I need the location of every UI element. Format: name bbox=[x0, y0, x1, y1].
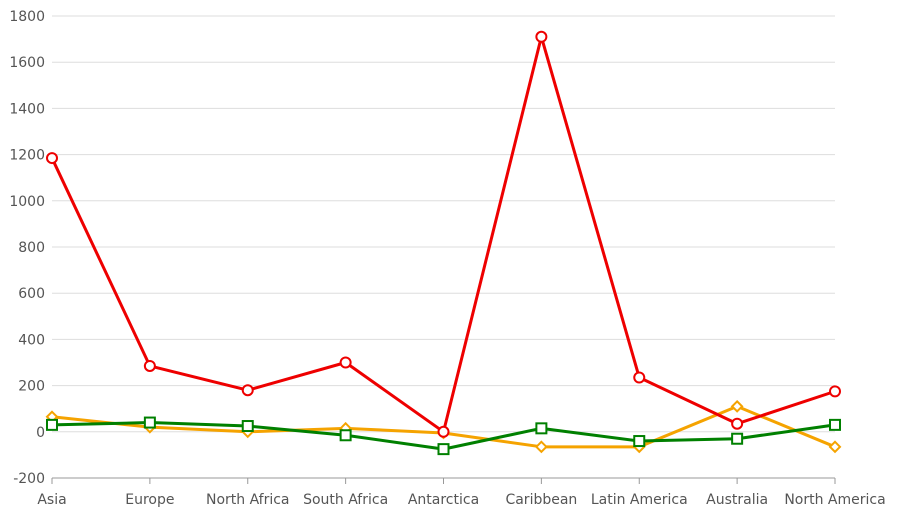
data-point-circle[interactable] bbox=[143, 359, 156, 372]
y-tick-label: 600 bbox=[18, 286, 45, 302]
y-tick-label: 1800 bbox=[9, 9, 45, 25]
data-point-diamond[interactable] bbox=[534, 440, 548, 454]
series-line-circle bbox=[50, 35, 837, 434]
data-point-square[interactable] bbox=[437, 443, 450, 456]
series-markers bbox=[45, 30, 842, 456]
y-tick-label: -200 bbox=[13, 471, 45, 487]
y-tick-label: 1400 bbox=[9, 101, 45, 117]
y-tick-label: 400 bbox=[18, 332, 45, 348]
data-point-circle[interactable] bbox=[339, 356, 352, 369]
x-tick-label: Antarctica bbox=[408, 492, 479, 508]
data-point-circle[interactable] bbox=[633, 371, 646, 384]
x-tick-label: North America bbox=[784, 492, 885, 508]
data-point-circle[interactable] bbox=[46, 152, 58, 165]
data-point-diamond[interactable] bbox=[730, 399, 744, 413]
data-point-square[interactable] bbox=[46, 418, 58, 431]
data-point-circle[interactable] bbox=[437, 425, 450, 438]
data-point-square[interactable] bbox=[535, 422, 548, 435]
y-tick-label: 1200 bbox=[9, 148, 45, 164]
data-point-square[interactable] bbox=[143, 416, 156, 429]
data-point-square[interactable] bbox=[339, 429, 352, 442]
y-tick-label: 1000 bbox=[9, 194, 45, 210]
data-point-circle[interactable] bbox=[731, 417, 744, 430]
data-point-square[interactable] bbox=[633, 435, 646, 448]
data-point-square[interactable] bbox=[731, 432, 744, 445]
data-point-circle[interactable] bbox=[241, 384, 254, 397]
x-tick-label: South Africa bbox=[303, 492, 388, 508]
axes: -200 0 200 400 600 800 1000 1200 1400 1600 1800 Asi… bbox=[9, 9, 885, 508]
x-tick-label: Australia bbox=[706, 492, 768, 508]
x-tick-label: Latin America bbox=[591, 492, 688, 508]
y-tick-label: 200 bbox=[18, 379, 45, 395]
x-tick-label: North Africa bbox=[206, 492, 290, 508]
y-tick-label: 0 bbox=[36, 425, 45, 441]
series-lines bbox=[50, 35, 837, 451]
data-point-diamond[interactable] bbox=[828, 440, 842, 454]
data-point-square[interactable] bbox=[829, 418, 841, 431]
data-point-circle[interactable] bbox=[829, 385, 841, 398]
gridlines bbox=[52, 15, 835, 433]
x-tick-label: Asia bbox=[37, 492, 66, 508]
data-point-square[interactable] bbox=[241, 420, 254, 433]
x-tick-label: Caribbean bbox=[505, 492, 577, 508]
y-tick-label: 1600 bbox=[9, 55, 45, 71]
data-point-circle[interactable] bbox=[535, 30, 548, 43]
x-tick-label: Europe bbox=[125, 492, 174, 508]
y-tick-label: 800 bbox=[18, 240, 45, 256]
